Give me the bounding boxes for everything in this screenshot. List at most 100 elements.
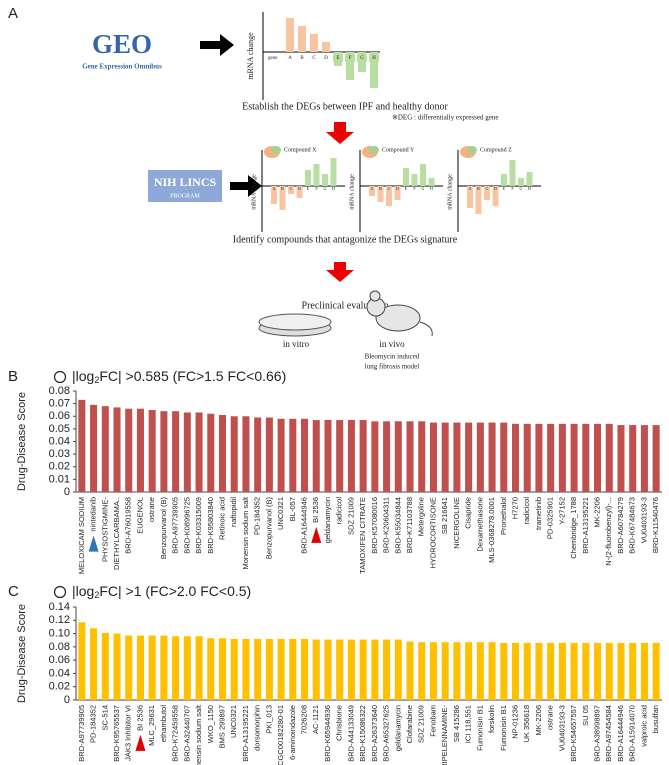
bar (136, 635, 144, 700)
x-tick-label: BRD-A97454584 (604, 705, 613, 762)
bar (500, 642, 508, 700)
cell-icon (271, 146, 281, 154)
x-tick-label: Dexamethasone (475, 497, 484, 552)
example-bar (411, 174, 418, 186)
gene-label: G (360, 56, 364, 61)
step-text: Establish the DEGs between IPF and healt… (242, 101, 448, 112)
y-tick-label: 0.04 (49, 435, 70, 447)
title-part: FC| >1 (FC>2.0 FC<0.5) (99, 583, 251, 599)
y-tick-label: 0.01 (49, 473, 70, 485)
step-text: Preclinical evaluation (302, 300, 389, 311)
x-tick-label: BL-057 (288, 497, 297, 521)
title-part: |log (72, 368, 94, 384)
bar (429, 422, 437, 492)
x-tick-label: Benzopurvanol (B) (159, 497, 168, 560)
x-tick-label: BRD-A16444946 (300, 497, 309, 554)
example-bar (310, 34, 318, 52)
y-tick-label: 0.03 (49, 448, 70, 460)
step-text: Identify compounds that antagonize the D… (233, 234, 458, 245)
highlight (357, 54, 367, 62)
gene-label: F (413, 186, 416, 191)
x-tick-label: BRD-A16444946 (616, 705, 625, 762)
gene-label: A (273, 186, 276, 191)
title-part: FC| >0.585 (FC>1.5 FC<0.66) (99, 368, 286, 384)
bar (125, 408, 133, 492)
bar (511, 423, 520, 492)
bar (101, 406, 109, 492)
bar (465, 642, 473, 700)
x-tick-label: BRD-K95803840 (206, 497, 215, 554)
bar (640, 642, 648, 700)
x-tick-label: Fumonisin B1 (499, 705, 508, 751)
x-tick-label: BRD-K15086322 (358, 705, 367, 762)
x-tick-label: Monensin sodium salt (241, 496, 250, 569)
gene-label: H (372, 56, 376, 61)
bar (125, 635, 133, 700)
x-tick-label: ostrane (546, 705, 555, 730)
example-bar (369, 186, 375, 196)
example-bar (296, 186, 303, 198)
bar (605, 423, 613, 492)
example-bar (377, 186, 384, 202)
axis-label: mRNA change (246, 32, 255, 80)
bar (183, 412, 191, 492)
example-bar (330, 158, 337, 186)
gene-label: D (324, 56, 328, 61)
gene-label: G (422, 186, 425, 191)
x-tick-label: Fenobam (428, 705, 437, 737)
example-bar (346, 52, 354, 80)
x-tick-label: SDZ 21009 (346, 497, 355, 535)
bar (136, 408, 144, 492)
bar (594, 642, 602, 700)
bar (101, 632, 109, 700)
bar (558, 642, 566, 700)
bar (359, 639, 367, 700)
x-tick-label: 6-aminoindazole (288, 705, 297, 760)
bar (558, 423, 566, 492)
example-bar (394, 186, 401, 200)
geo-subtitle: Gene Expression Omnibus (82, 63, 162, 71)
x-tick-label: UK 356618 (522, 705, 531, 743)
chart: B |log2FC| >0.585 (FC>1.5 FC<0.66) Drug-Di… (8, 368, 662, 574)
bar (254, 417, 262, 492)
bar (172, 411, 180, 492)
x-tick-label: BRD-A15914070 (628, 705, 637, 762)
x-tick-label: MLS-0368278.0001 (487, 497, 496, 563)
arrow (326, 262, 354, 282)
example-bar (298, 26, 306, 52)
x-tick-label: BRD-A32440707 (182, 705, 191, 762)
gene-label: B (281, 186, 284, 191)
highlight (369, 54, 379, 62)
example-bar (313, 164, 320, 186)
x-tick-label: TAMOXIFEN CITRATE (358, 497, 367, 574)
x-tick-label: BRD-K08996725 (182, 497, 191, 554)
x-tick-label: DIETHYLCARBAMA.. (112, 497, 121, 570)
x-tick-label: ICI 118,551 (464, 705, 473, 743)
x-tick-label: MK-2206 (593, 497, 602, 527)
example-bar (484, 186, 490, 200)
gene-label: D (396, 186, 399, 191)
bar (347, 420, 355, 492)
x-tick-label: BRD-K55034844 (393, 497, 402, 554)
x-tick-label: UNC0321 (276, 497, 285, 530)
chart-title: |log2FC| >0.585 (FC>1.5 FC<0.66) (72, 368, 286, 386)
x-tick-label: Chembridge_1788 (569, 497, 578, 559)
x-tick-label: VU0403193-3 (557, 705, 566, 751)
petri-dish (258, 313, 332, 331)
x-tick-label: nintedanib (89, 497, 98, 532)
x-tick-label: JAK3 Inhibitor VI (124, 705, 133, 761)
x-tick-label: Fumonisin B1 (475, 705, 484, 751)
bar (418, 421, 426, 492)
x-tick-label: HYDROCORTISONE (428, 497, 437, 569)
x-tick-label: dorsomorphin (253, 705, 262, 751)
highlight (345, 54, 355, 62)
bar (183, 636, 191, 700)
y-tick-label: 0.05 (49, 423, 70, 435)
x-tick-label: MK-2206 (534, 705, 543, 735)
x-tick-label: BRD-A44133049 (346, 705, 355, 762)
arrow (200, 34, 234, 56)
x-tick-label: PD-184352 (89, 705, 98, 743)
bar (148, 635, 156, 700)
